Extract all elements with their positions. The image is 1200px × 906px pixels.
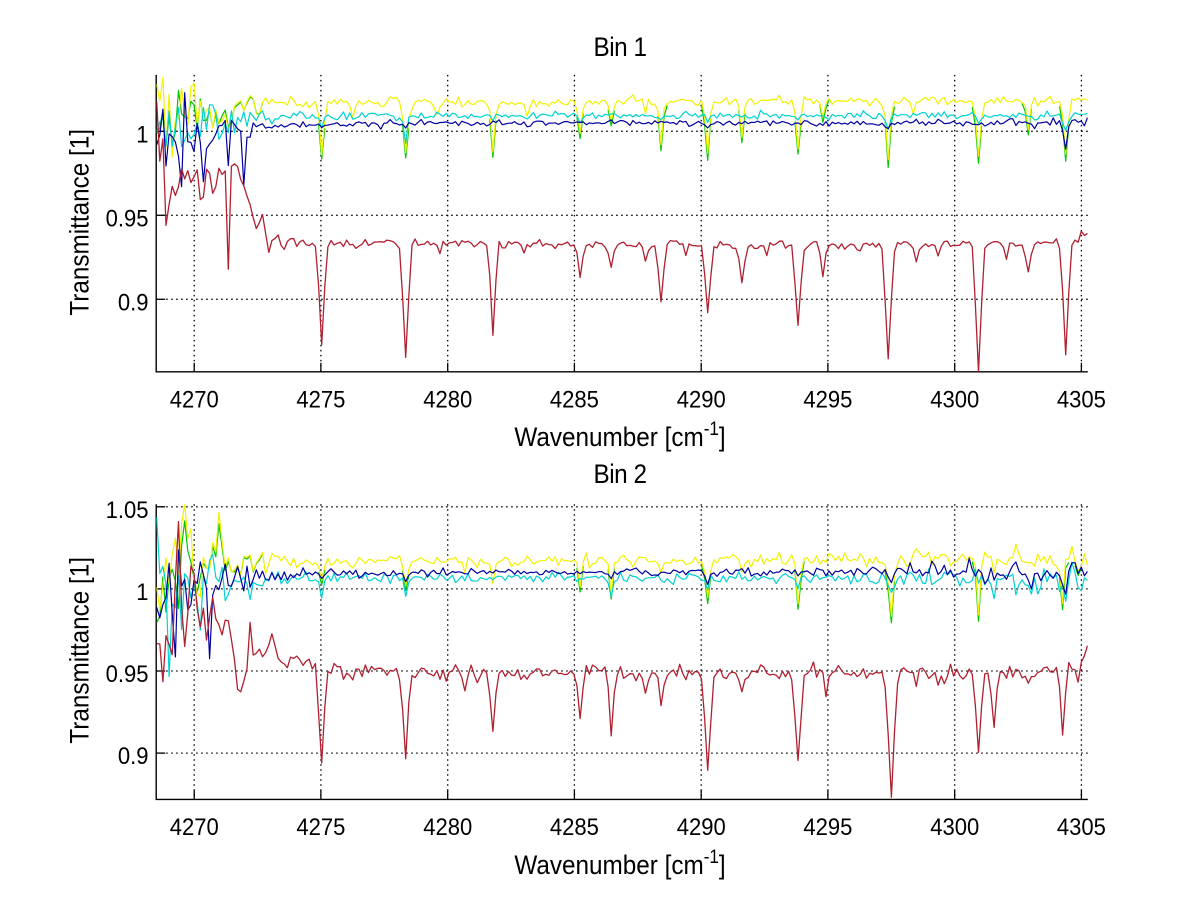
svg-text:4290: 4290 bbox=[677, 385, 726, 412]
svg-text:Bin 2: Bin 2 bbox=[593, 460, 646, 489]
svg-text:4275: 4275 bbox=[296, 385, 345, 412]
svg-text:4300: 4300 bbox=[930, 813, 979, 840]
svg-text:4280: 4280 bbox=[423, 813, 472, 840]
svg-text:4270: 4270 bbox=[170, 813, 219, 840]
svg-text:4270: 4270 bbox=[170, 385, 219, 412]
svg-text:4300: 4300 bbox=[930, 385, 979, 412]
svg-text:0.95: 0.95 bbox=[106, 660, 149, 687]
svg-text:4275: 4275 bbox=[296, 813, 345, 840]
svg-text:Wavenumber [cm-1]: Wavenumber [cm-1] bbox=[514, 846, 725, 880]
svg-text:4280: 4280 bbox=[423, 385, 472, 412]
svg-text:Bin 1: Bin 1 bbox=[593, 33, 646, 62]
svg-text:4305: 4305 bbox=[1057, 385, 1106, 412]
svg-text:1: 1 bbox=[136, 120, 148, 147]
svg-text:Wavenumber [cm-1]: Wavenumber [cm-1] bbox=[514, 418, 725, 452]
svg-text:4285: 4285 bbox=[550, 813, 599, 840]
svg-text:1.05: 1.05 bbox=[106, 496, 149, 523]
svg-text:4295: 4295 bbox=[803, 385, 852, 412]
svg-text:0.9: 0.9 bbox=[118, 288, 149, 315]
svg-text:4290: 4290 bbox=[677, 813, 726, 840]
svg-text:4295: 4295 bbox=[803, 813, 852, 840]
svg-text:0.95: 0.95 bbox=[106, 204, 149, 231]
svg-text:0.9: 0.9 bbox=[118, 742, 149, 769]
svg-text:Transmittance [1]: Transmittance [1] bbox=[65, 557, 94, 744]
svg-text:4305: 4305 bbox=[1057, 813, 1106, 840]
svg-text:1: 1 bbox=[136, 578, 148, 605]
svg-text:4285: 4285 bbox=[550, 385, 599, 412]
svg-text:Transmittance [1]: Transmittance [1] bbox=[65, 129, 94, 316]
